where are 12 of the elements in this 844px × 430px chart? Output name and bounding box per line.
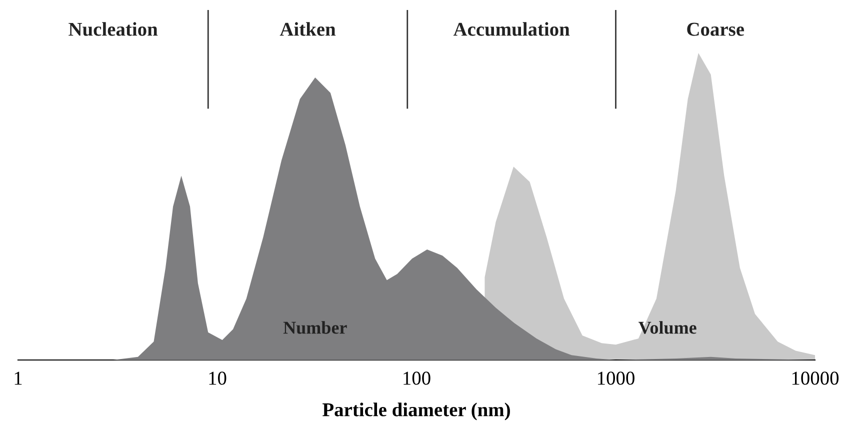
x-tick-label: 1000 [598,372,634,385]
series-label: Number [283,321,347,334]
x-tick-label: 10 [209,372,226,385]
x-tick-label: 10000 [792,372,839,385]
text: Aitken [280,22,336,36]
text: Coarse [687,22,744,36]
x-axis-title: Particle diameter (nm) [322,402,510,420]
x-tick-label: 1 [14,372,22,385]
series-label: Volume [638,321,696,334]
x-tick-label: 100 [404,372,430,385]
text: Accumulation [453,22,570,36]
text: Nucleation [68,22,158,36]
